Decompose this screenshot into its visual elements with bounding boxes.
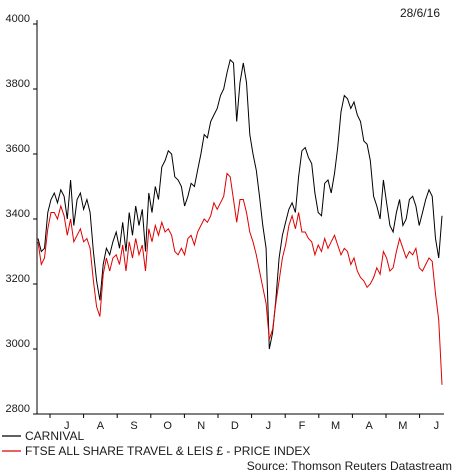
x-tick-label: J xyxy=(266,420,272,432)
x-tick-label: N xyxy=(197,420,205,432)
y-tick-label: 3800 xyxy=(6,78,30,90)
x-tick-label: A xyxy=(366,420,374,432)
chart-axes: 2800 3000 3200 3400 3600 3800 4000 J A S O N D J F M A M J xyxy=(6,13,444,432)
x-tick-label: J xyxy=(64,420,70,432)
x-tick-label: J xyxy=(434,420,440,432)
y-tick-label: 3200 xyxy=(6,273,30,285)
series-line-carnival xyxy=(37,58,443,350)
series-line-ftse-travel-leisure xyxy=(37,172,443,385)
legend-label: CARNIVAL xyxy=(25,429,84,443)
legend-label: FTSE ALL SHARE TRAVEL & LEIS £ - PRICE I… xyxy=(25,444,310,458)
x-tick-label: O xyxy=(163,420,172,432)
y-tick-label: 4000 xyxy=(6,13,30,25)
y-tick-label: 3600 xyxy=(6,143,30,155)
x-tick-label: F xyxy=(299,420,306,432)
y-tick-label: 2800 xyxy=(6,403,30,415)
chart-series xyxy=(37,58,443,385)
x-tick-label: M xyxy=(331,420,340,432)
y-tick-label: 3400 xyxy=(6,208,30,220)
chart-date: 28/6/16 xyxy=(400,6,440,20)
chart-source: Source: Thomson Reuters Datastream xyxy=(247,459,452,473)
x-tick-label: M xyxy=(398,420,407,432)
y-tick-label: 3000 xyxy=(6,338,30,350)
x-tick-label: S xyxy=(130,420,137,432)
x-tick-label: D xyxy=(231,420,239,432)
x-tick-label: A xyxy=(97,420,105,432)
